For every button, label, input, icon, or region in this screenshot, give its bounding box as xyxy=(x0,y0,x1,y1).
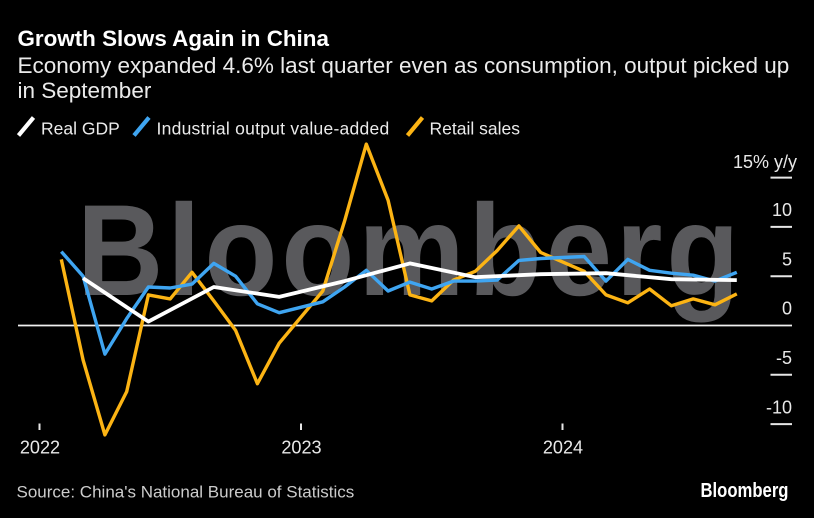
svg-text:2024: 2024 xyxy=(543,438,583,458)
svg-text:-10: -10 xyxy=(766,398,792,418)
svg-text:Industrial output value-added: Industrial output value-added xyxy=(157,119,390,139)
svg-text:Retail sales: Retail sales xyxy=(430,119,521,139)
svg-text:Bloomberg: Bloomberg xyxy=(77,178,739,323)
svg-text:15% y/y: 15% y/y xyxy=(733,152,797,172)
svg-text:-5: -5 xyxy=(776,348,792,368)
svg-text:0: 0 xyxy=(782,299,792,319)
svg-text:10: 10 xyxy=(772,200,792,220)
svg-text:in September: in September xyxy=(18,78,152,103)
svg-text:Source: China's National Burea: Source: China's National Bureau of Stati… xyxy=(17,483,355,502)
svg-text:Growth Slows Again in China: Growth Slows Again in China xyxy=(18,26,330,51)
svg-text:Bloomberg: Bloomberg xyxy=(701,480,789,502)
svg-text:5: 5 xyxy=(782,250,792,270)
svg-text:2023: 2023 xyxy=(281,438,321,458)
svg-text:Real GDP: Real GDP xyxy=(41,119,120,139)
svg-text:2022: 2022 xyxy=(20,438,60,458)
svg-text:Economy expanded 4.6% last qua: Economy expanded 4.6% last quarter even … xyxy=(18,53,790,78)
